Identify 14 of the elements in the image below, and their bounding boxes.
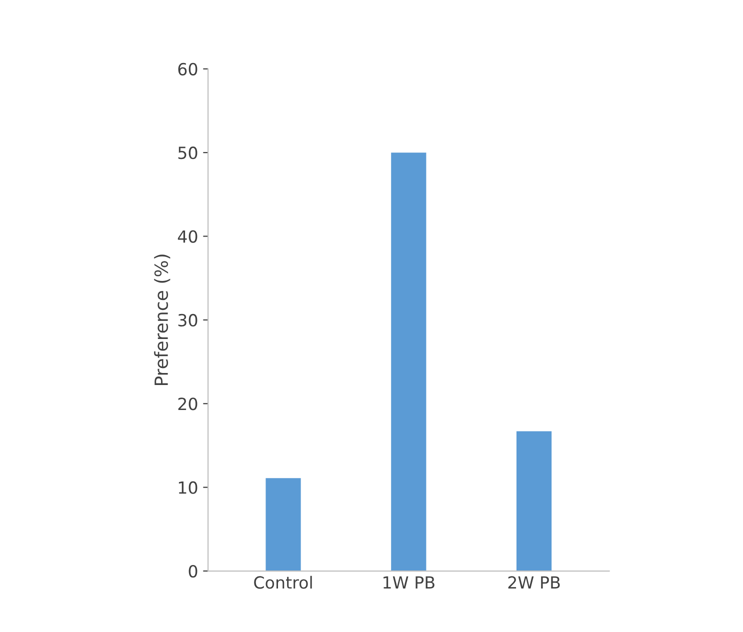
x-tick-label: 2W PB (508, 576, 560, 589)
bar (516, 431, 552, 572)
y-tick-label: 10 (178, 481, 198, 494)
y-tick-label: 20 (178, 398, 198, 410)
y-tick-label: 60 (178, 62, 198, 76)
y-tick-label: 30 (178, 314, 198, 327)
y-tick-label: 50 (178, 146, 198, 160)
y-tick-label: 40 (178, 230, 198, 243)
x-tick-label: 1W PB (384, 576, 434, 589)
y-axis-title: Preference (%) (154, 254, 170, 386)
x-tick-label: Control (254, 576, 312, 589)
bar (391, 152, 426, 572)
bar (266, 478, 301, 572)
y-tick-label: 0 (188, 564, 198, 578)
